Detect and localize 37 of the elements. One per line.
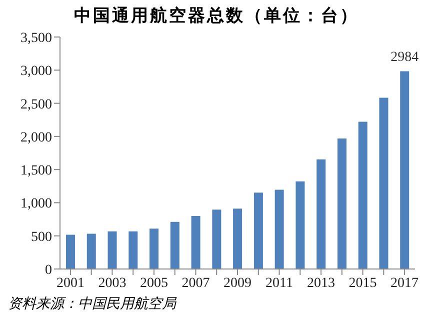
x-tick-label: 2013: [307, 276, 336, 291]
bar: [254, 192, 263, 269]
chart-title: 中国通用航空器总数（单位：台）: [73, 5, 360, 27]
bar: [66, 234, 75, 269]
text: 资料来源：中国民用航空局: [8, 295, 178, 313]
bar: [128, 231, 138, 269]
bar: [170, 222, 180, 269]
bar: [108, 231, 117, 269]
x-tick-label: 2007: [182, 276, 210, 291]
x-tick-label: 2001: [56, 276, 84, 291]
x-tick-label: 2011: [266, 276, 294, 291]
y-tick-label: 1,500: [20, 164, 52, 179]
bar: [274, 190, 284, 269]
bar: [296, 181, 305, 269]
bar: [191, 216, 200, 269]
bar: [400, 71, 410, 269]
y-tick-label: 2,000: [20, 130, 52, 146]
bar: [86, 234, 96, 269]
y-tick-label: 0: [45, 262, 52, 278]
bar: [358, 122, 368, 269]
y-tick-label: 1,000: [20, 196, 52, 212]
y-tick-label: 3,500: [20, 30, 52, 46]
bar: [233, 208, 242, 269]
y-tick-label: 2,500: [20, 97, 52, 112]
bar: [337, 138, 346, 269]
x-tick-label: 2017: [390, 276, 419, 291]
bar: [316, 159, 326, 269]
bar: [379, 98, 388, 269]
x-tick-label: 2009: [224, 276, 252, 291]
bar: [212, 210, 222, 269]
x-tick-label: 2003: [98, 276, 126, 291]
y-tick-label: 500: [31, 230, 52, 245]
data-label: 2984: [390, 50, 419, 66]
x-tick-label: 2005: [140, 276, 168, 291]
x-tick-label: 2015: [348, 276, 377, 291]
bar: [150, 228, 159, 269]
y-tick-label: 3,000: [20, 64, 52, 80]
